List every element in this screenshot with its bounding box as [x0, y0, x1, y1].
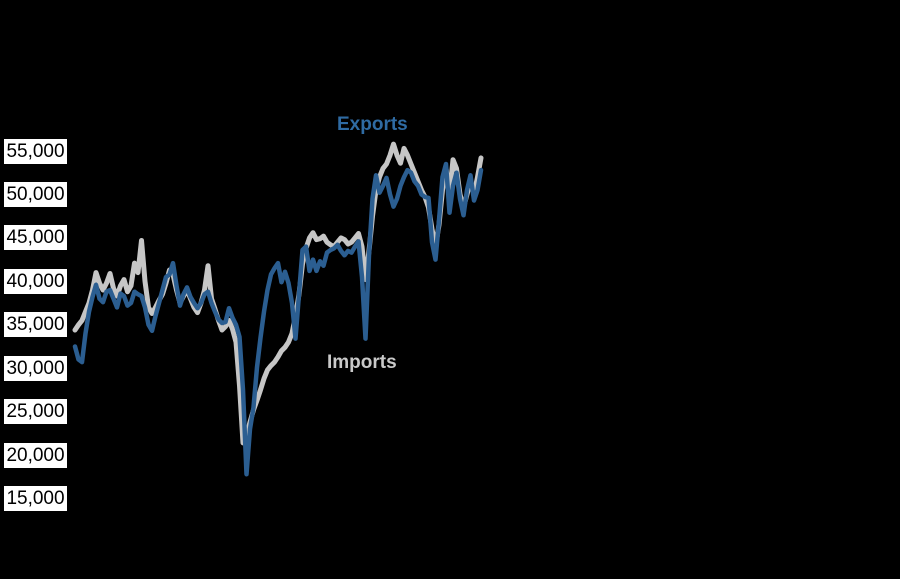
y-axis-tick-label: 45,000: [4, 225, 67, 251]
y-axis-tick-label: 25,000: [4, 399, 67, 425]
y-axis-tick-label: 15,000: [4, 486, 67, 511]
exports-series-label: Exports: [337, 114, 408, 135]
imports-series-label: Imports: [327, 352, 397, 373]
exports-line: [72, 161, 484, 477]
y-axis-tick-label: 55,000: [4, 138, 67, 164]
y-axis-tick-label: 50,000: [4, 181, 67, 207]
y-axis-tick-label: 20,000: [4, 442, 67, 468]
y-axis-tick-label: 40,000: [4, 268, 67, 294]
imports-line: [72, 141, 484, 446]
y-axis-tick-label: 35,000: [4, 312, 67, 338]
y-axis-tick-label: 30,000: [4, 355, 67, 381]
